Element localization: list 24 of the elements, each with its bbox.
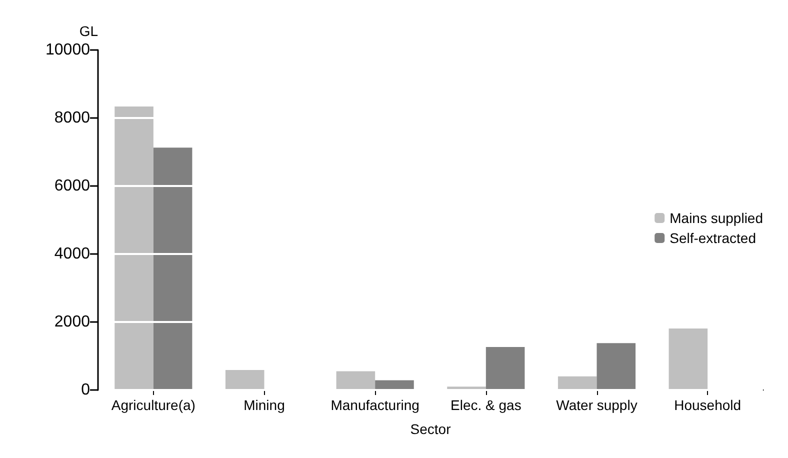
x-tick-label: Mining xyxy=(244,397,285,413)
x-tick-label: Agriculture(a) xyxy=(111,397,196,413)
legend-label: Self-extracted xyxy=(670,230,756,246)
x-tick-label: Household xyxy=(674,397,742,413)
x-tick-label: Manufacturing xyxy=(330,397,420,413)
x-axis-title: Sector xyxy=(410,421,452,437)
y-axis-title: GL xyxy=(79,23,98,39)
x-tick-label: Water supply xyxy=(556,397,638,413)
y-tick-label: 6000 xyxy=(54,178,90,194)
y-tick-label: 8000 xyxy=(54,110,90,126)
bar xyxy=(668,328,708,390)
x-tick-label: Elec. & gas xyxy=(450,397,522,413)
y-tick-label: 2000 xyxy=(54,314,90,330)
bar xyxy=(486,346,525,390)
legend-label: Mains supplied xyxy=(670,210,764,226)
bar xyxy=(153,148,192,390)
bar xyxy=(558,376,597,390)
y-tick-label: 0 xyxy=(81,382,90,398)
bar xyxy=(225,370,264,390)
bar xyxy=(114,106,154,390)
y-tick-label: 10000 xyxy=(46,42,90,58)
bar xyxy=(596,343,636,390)
y-tick-label: 4000 xyxy=(54,246,90,262)
bar xyxy=(336,371,376,390)
